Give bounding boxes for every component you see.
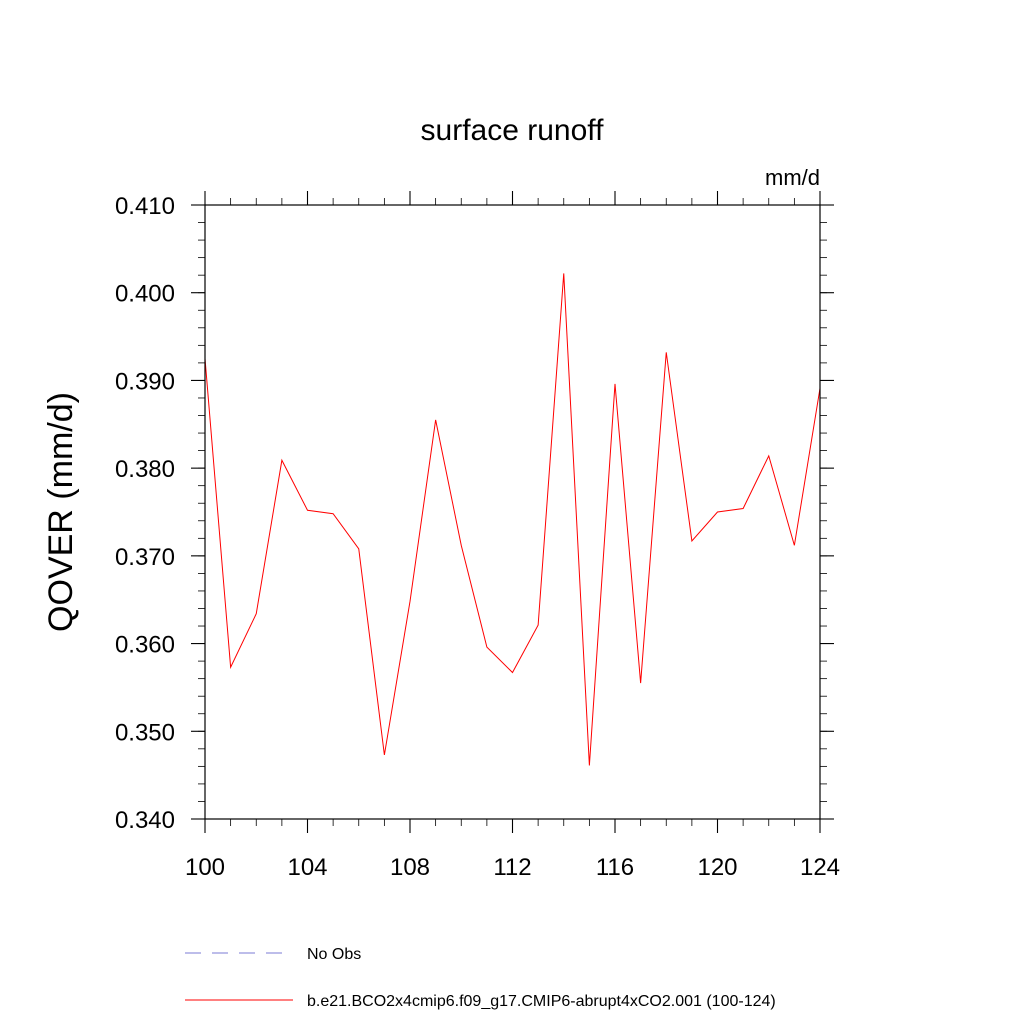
x-tick-label: 112 [493,854,531,881]
x-tick-label: 116 [596,854,634,881]
units-label: mm/d [765,165,820,190]
axes: 0.340 0.350 0.360 0.370 0.380 0.390 0.400 0.410… [115,191,840,881]
x-tick-label: 124 [800,854,840,881]
y-axis-label: QOVER (mm/d) [42,392,80,632]
y-tick-label: 0.350 [115,719,175,746]
y-tick-label: 0.360 [115,632,175,659]
y-tick-label: 0.340 [115,807,175,834]
x-tick-label: 120 [697,854,737,881]
legend-label-model-run: b.e21.BCO2x4cmip6.f09_g17.CMIP6-abrupt4x… [307,993,776,1010]
y-tick-label: 0.390 [115,368,175,395]
x-tick-label: 104 [287,854,327,881]
y-tick-label: 0.400 [115,281,175,308]
x-tick-label: 108 [390,854,430,881]
legend: No Obs b.e21.BCO2x4cmip6.f09_g17.CMIP6-a… [185,946,776,1010]
series-line-0 [204,273,821,766]
y-tick-label: 0.380 [115,456,175,483]
y-tick-label: 0.410 [115,193,175,220]
x-tick-label: 100 [185,854,225,881]
y-tick-label: 0.370 [115,544,175,571]
chart-title: surface runoff [421,114,605,147]
legend-label-no-obs: No Obs [307,946,361,963]
series-layer [204,273,821,766]
plot-frame [204,204,821,820]
